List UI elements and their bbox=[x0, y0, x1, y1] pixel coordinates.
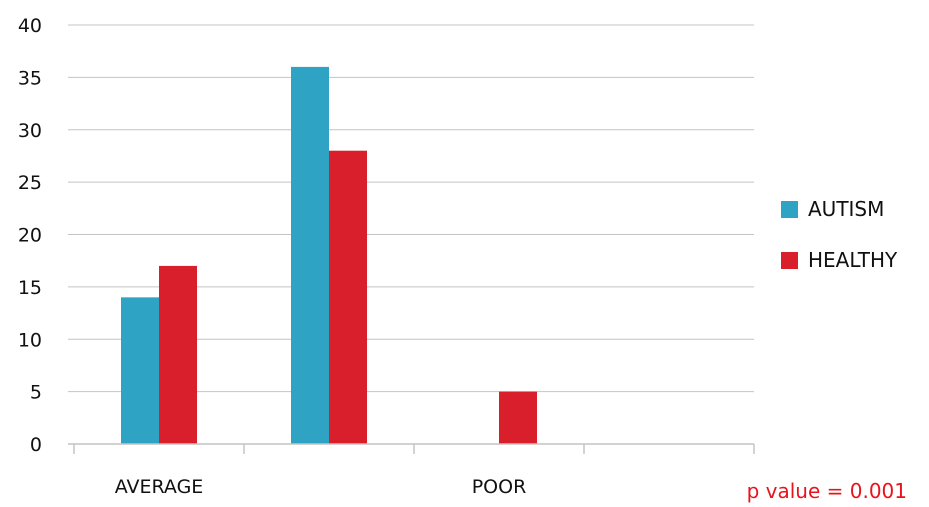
bars bbox=[121, 66, 537, 445]
p-value-annotation: p value = 0.001 bbox=[747, 479, 907, 503]
x-axis bbox=[68, 443, 755, 454]
y-tick-label: 0 bbox=[30, 434, 42, 456]
y-axis-tick-labels: 0 5 10 15 20 25 30 35 40 bbox=[18, 15, 42, 456]
legend-swatch-autism bbox=[781, 201, 798, 218]
y-tick-label: 30 bbox=[18, 120, 42, 142]
bar-healthy-average bbox=[159, 265, 197, 444]
bar-autism-average bbox=[121, 297, 159, 444]
legend-label-healthy: HEALTHY bbox=[808, 248, 898, 272]
x-category-label: AVERAGE bbox=[115, 476, 204, 498]
legend-swatch-healthy bbox=[781, 252, 798, 269]
y-tick-label: 35 bbox=[18, 67, 42, 89]
bar-autism-category-2 bbox=[291, 66, 329, 445]
x-category-label: POOR bbox=[472, 476, 527, 498]
x-axis-category-labels: AVERAGE POOR bbox=[115, 476, 527, 498]
y-tick-label: 25 bbox=[18, 172, 42, 194]
y-tick-label: 5 bbox=[30, 382, 42, 404]
y-tick-label: 40 bbox=[18, 15, 42, 37]
bar-healthy-poor bbox=[499, 391, 537, 444]
bar-healthy-category-2 bbox=[329, 150, 367, 444]
legend: AUTISM HEALTHY bbox=[781, 197, 898, 272]
y-tick-label: 15 bbox=[18, 277, 42, 299]
y-tick-label: 20 bbox=[18, 225, 42, 247]
legend-label-autism: AUTISM bbox=[808, 197, 884, 221]
y-tick-label: 10 bbox=[18, 329, 42, 351]
